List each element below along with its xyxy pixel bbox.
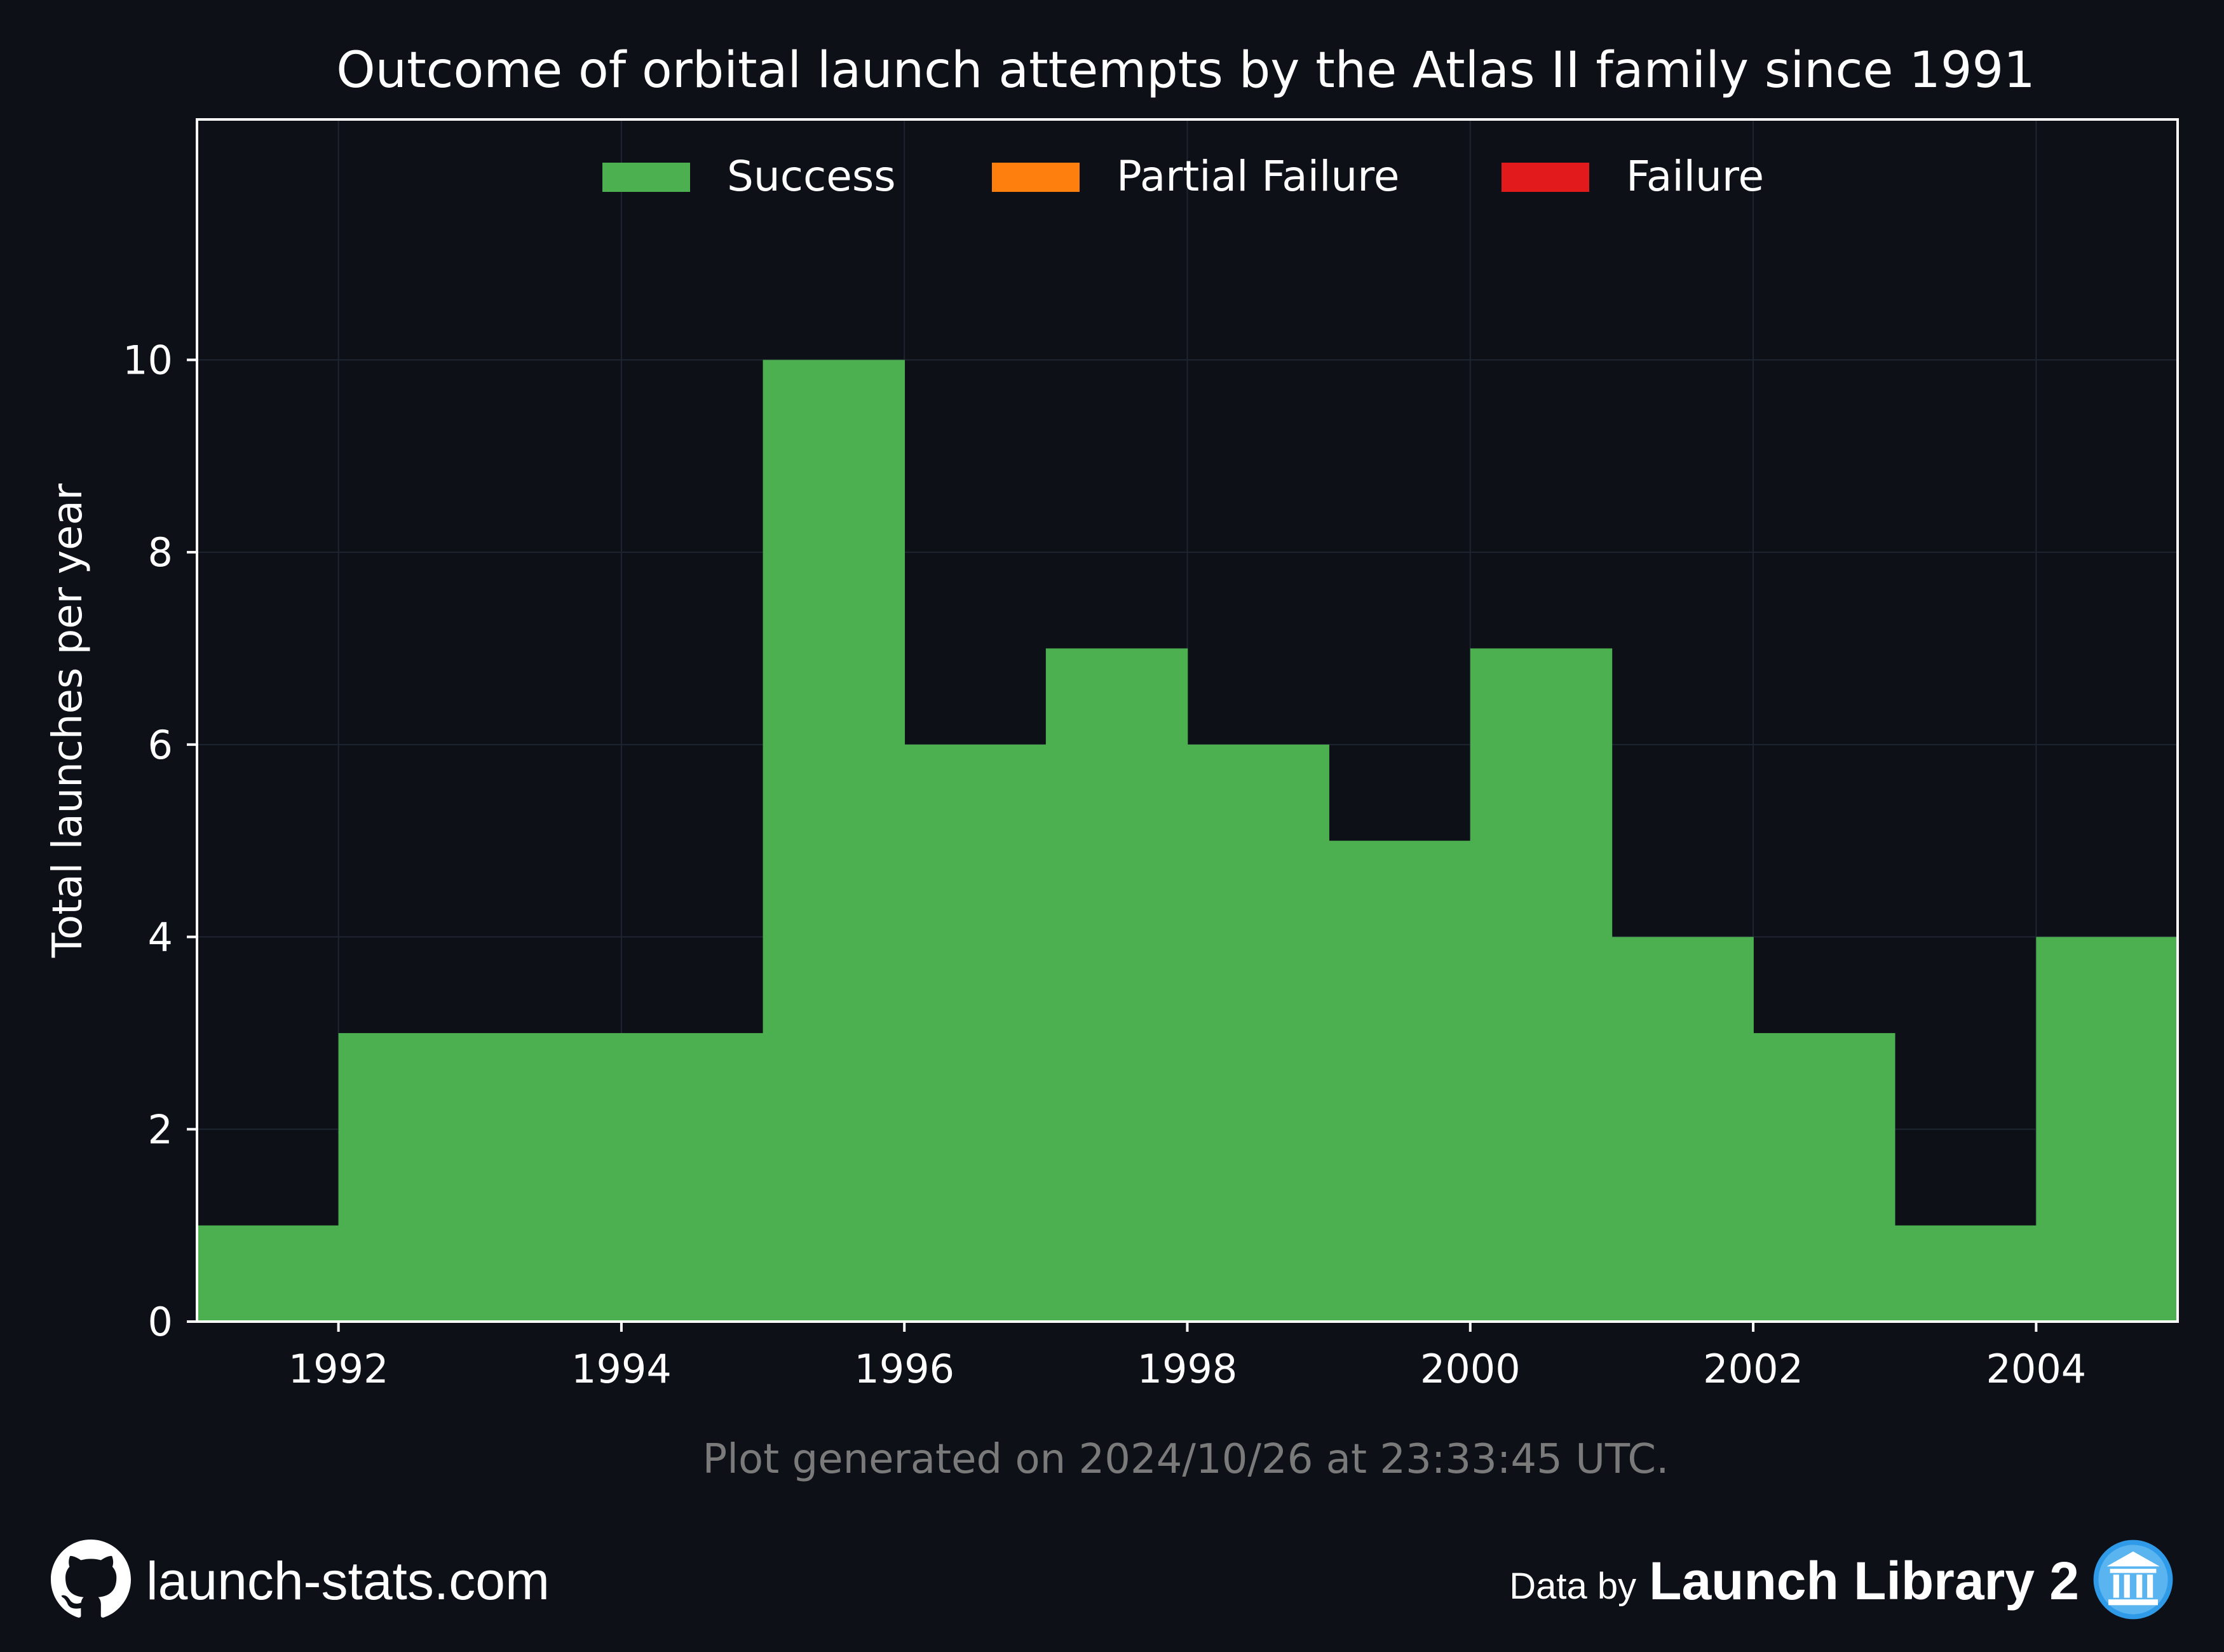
library-building-icon[interactable] bbox=[2092, 1538, 2174, 1623]
y-tick-label: 10 bbox=[123, 337, 173, 383]
x-tick-label: 1992 bbox=[288, 1346, 389, 1392]
x-axis: 1992 1994 1996 1998 2000 2002 2004 bbox=[288, 1322, 2086, 1392]
legend-label: Failure bbox=[1626, 152, 1764, 201]
site-link[interactable]: launch-stats.com bbox=[146, 1550, 550, 1611]
histogram-bars bbox=[197, 360, 2178, 1322]
bar-success bbox=[1894, 1225, 2037, 1322]
legend-label: Partial Failure bbox=[1116, 152, 1400, 201]
y-axis: 0 2 4 6 8 10 bbox=[123, 337, 197, 1345]
x-tick-label: 1994 bbox=[571, 1346, 672, 1392]
y-tick-label: 2 bbox=[148, 1106, 173, 1153]
x-tick-label: 2002 bbox=[1703, 1346, 1803, 1392]
footer-attribution: Data by Launch Library 2 bbox=[1509, 1536, 2174, 1625]
library-link[interactable]: Launch Library 2 bbox=[1649, 1550, 2079, 1611]
footer-site: launch-stats.com bbox=[51, 1536, 550, 1625]
bar-success bbox=[2036, 937, 2178, 1322]
bar-success bbox=[904, 744, 1047, 1322]
x-tick-label: 1998 bbox=[1137, 1346, 1238, 1392]
y-axis-label: Total launches per year bbox=[44, 483, 92, 958]
x-tick-label: 2004 bbox=[1986, 1346, 2086, 1392]
bar-success bbox=[1611, 937, 1754, 1322]
bar-success bbox=[1187, 744, 1329, 1322]
legend-swatch bbox=[992, 163, 1080, 192]
legend-label: Success bbox=[727, 152, 896, 201]
legend-swatch bbox=[1502, 163, 1589, 192]
data-by-label: Data by bbox=[1509, 1565, 1637, 1607]
bar-success bbox=[338, 1032, 481, 1322]
bar-success bbox=[1753, 1032, 1895, 1322]
bar-success bbox=[1470, 648, 1613, 1322]
y-tick-label: 6 bbox=[148, 722, 173, 768]
chart-title: Outcome of orbital launch attempts by th… bbox=[336, 42, 2035, 99]
y-tick-label: 8 bbox=[148, 529, 173, 576]
x-tick-label: 1996 bbox=[854, 1346, 954, 1392]
bar-success bbox=[197, 1225, 339, 1322]
github-icon[interactable] bbox=[51, 1540, 131, 1622]
legend-swatch bbox=[602, 163, 690, 192]
y-tick-label: 0 bbox=[148, 1299, 173, 1345]
legend: Success Partial Failure Failure bbox=[602, 152, 1764, 201]
x-tick-label: 2000 bbox=[1420, 1346, 1521, 1392]
bar-success bbox=[480, 1032, 622, 1322]
bar-success bbox=[1329, 841, 1471, 1322]
bar-success bbox=[1045, 648, 1188, 1322]
bar-success bbox=[763, 360, 905, 1322]
y-tick-label: 4 bbox=[148, 914, 173, 961]
bar-success bbox=[621, 1032, 764, 1322]
timestamp-note: Plot generated on 2024/10/26 at 23:33:45… bbox=[703, 1436, 1669, 1483]
